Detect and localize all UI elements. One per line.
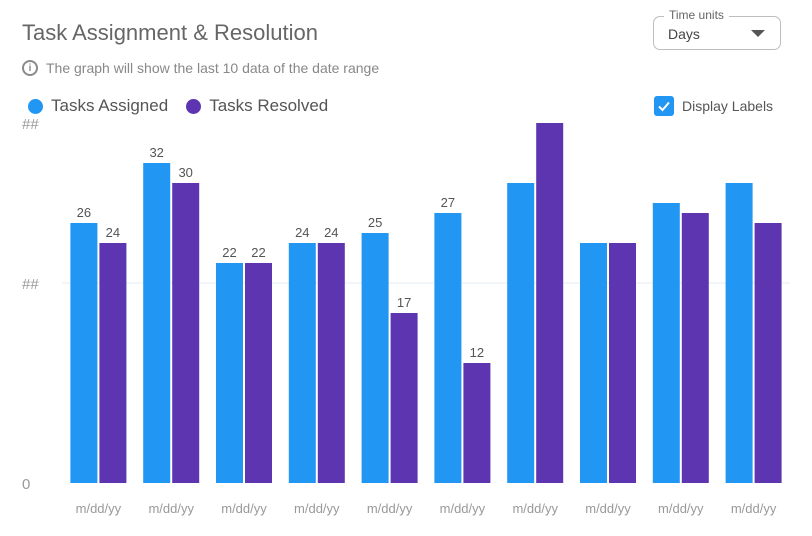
time-units-select[interactable]: Time units Days: [653, 8, 781, 50]
legend-dot-resolved: [186, 98, 202, 114]
y-tick-label: 0: [22, 476, 30, 493]
x-tick-label: m/dd/yy: [148, 501, 194, 516]
bar-assigned: [507, 183, 535, 483]
bar-resolved: [754, 223, 782, 483]
x-tick-label: m/dd/yy: [221, 501, 267, 516]
data-label: 24: [295, 225, 309, 240]
data-label: 24: [324, 225, 338, 240]
time-units-value: Days: [668, 26, 700, 42]
bar-assigned: [70, 223, 98, 483]
x-tick-label: m/dd/yy: [294, 501, 340, 516]
legend-dot-assigned: [28, 98, 43, 114]
x-tick-label: m/dd/yy: [76, 501, 122, 516]
bar-assigned: [725, 183, 753, 483]
bar-resolved: [172, 183, 200, 483]
bar-assigned: [361, 233, 389, 483]
data-label: 22: [222, 245, 236, 260]
legend-label-resolved: Tasks Resolved: [209, 96, 329, 115]
bar-resolved: [536, 123, 564, 483]
x-tick-label: m/dd/yy: [658, 501, 704, 516]
data-label: 17: [397, 295, 411, 310]
bar-resolved: [390, 313, 418, 483]
info-text: The graph will show the last 10 data of …: [46, 60, 380, 76]
checkbox-icon[interactable]: [654, 96, 674, 116]
bar-assigned: [580, 243, 607, 483]
time-units-label: Time units: [664, 8, 729, 22]
data-label: 24: [106, 225, 120, 240]
data-label: 12: [470, 345, 484, 360]
check-icon: [658, 101, 670, 112]
legend-label-assigned: Tasks Assigned: [51, 96, 169, 115]
data-label: 22: [251, 245, 265, 260]
bar-assigned: [434, 213, 462, 483]
info-note: i The graph will show the last 10 data o…: [22, 60, 379, 76]
legend-item-resolved[interactable]: Tasks Resolved: [186, 96, 328, 116]
bar-assigned: [216, 263, 243, 483]
bar-assigned: [143, 163, 171, 483]
x-tick-label: m/dd/yy: [731, 501, 777, 516]
bar-resolved: [245, 263, 272, 483]
data-label: 26: [77, 205, 91, 220]
x-tick-label: m/dd/yy: [585, 501, 631, 516]
legend-item-assigned[interactable]: Tasks Assigned: [28, 96, 168, 116]
legend: Tasks Assigned Tasks Resolved: [28, 96, 346, 116]
chart-title: Task Assignment & Resolution: [22, 20, 318, 45]
bar-resolved: [463, 363, 491, 483]
bar-assigned: [652, 203, 680, 483]
y-tick-label: ##: [22, 276, 39, 293]
bar-resolved: [99, 243, 127, 483]
bar-resolved: [317, 243, 345, 483]
bar-assigned: [288, 243, 316, 483]
data-label: 32: [149, 145, 163, 160]
y-tick-label: ##: [22, 116, 39, 133]
data-label: 27: [441, 195, 455, 210]
x-tick-label: m/dd/yy: [440, 501, 486, 516]
bar-resolved: [681, 213, 709, 483]
display-labels-text: Display Labels: [682, 98, 774, 114]
info-icon: i: [22, 60, 38, 76]
data-label: 30: [178, 165, 192, 180]
chevron-down-icon: [751, 30, 765, 37]
x-tick-label: m/dd/yy: [512, 501, 558, 516]
data-label: 25: [368, 215, 382, 230]
x-tick-label: m/dd/yy: [367, 501, 413, 516]
bar-resolved: [609, 243, 636, 483]
display-labels-toggle[interactable]: Display Labels: [654, 96, 773, 116]
